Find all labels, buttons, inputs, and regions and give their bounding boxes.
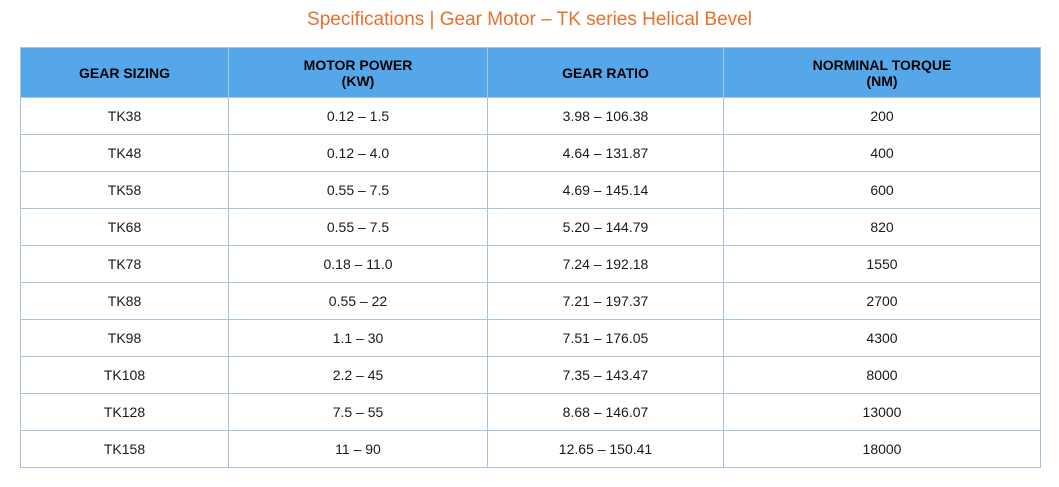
cell-gear-ratio: 7.51 – 176.05 (487, 319, 724, 357)
table-row: TK128 7.5 – 55 8.68 – 146.07 13000 (20, 393, 1041, 431)
cell-gear-ratio: 7.21 – 197.37 (487, 282, 724, 320)
cell-gear-sizing: TK48 (20, 134, 229, 172)
cell-gear-ratio: 4.64 – 131.87 (487, 134, 724, 172)
cell-gear-sizing: TK58 (20, 171, 229, 209)
table-row: TK58 0.55 – 7.5 4.69 – 145.14 600 (20, 171, 1041, 209)
cell-norminal-torque: 13000 (723, 393, 1041, 431)
table-row: TK38 0.12 – 1.5 3.98 – 106.38 200 (20, 97, 1041, 135)
cell-motor-power: 0.55 – 22 (228, 282, 488, 320)
cell-gear-sizing: TK88 (20, 282, 229, 320)
cell-motor-power: 7.5 – 55 (228, 393, 488, 431)
header-gear-sizing: GEAR SIZING (20, 47, 229, 98)
cell-norminal-torque: 18000 (723, 430, 1041, 468)
header-unit: (KW) (341, 72, 375, 89)
cell-gear-sizing: TK108 (20, 356, 229, 394)
header-motor-power: MOTOR POWER (KW) (228, 47, 488, 98)
cell-motor-power: 0.55 – 7.5 (228, 171, 488, 209)
cell-gear-sizing: TK78 (20, 245, 229, 283)
table-row: TK108 2.2 – 45 7.35 – 143.47 8000 (20, 356, 1041, 394)
cell-gear-ratio: 3.98 – 106.38 (487, 97, 724, 135)
cell-norminal-torque: 2700 (723, 282, 1041, 320)
cell-gear-sizing: TK68 (20, 208, 229, 246)
cell-norminal-torque: 8000 (723, 356, 1041, 394)
table-row: TK158 11 – 90 12.65 – 150.41 18000 (20, 430, 1041, 468)
cell-motor-power: 0.18 – 11.0 (228, 245, 488, 283)
cell-motor-power: 1.1 – 30 (228, 319, 488, 357)
table-row: TK48 0.12 – 4.0 4.64 – 131.87 400 (20, 134, 1041, 172)
cell-gear-sizing: TK98 (20, 319, 229, 357)
cell-gear-sizing: TK158 (20, 430, 229, 468)
table-body: TK38 0.12 – 1.5 3.98 – 106.38 200 TK48 0… (20, 97, 1041, 468)
cell-norminal-torque: 820 (723, 208, 1041, 246)
header-gear-ratio: GEAR RATIO (487, 47, 724, 98)
cell-motor-power: 0.55 – 7.5 (228, 208, 488, 246)
header-label: GEAR RATIO (562, 64, 649, 81)
table-row: TK98 1.1 – 30 7.51 – 176.05 4300 (20, 319, 1041, 357)
header-label: GEAR SIZING (78, 64, 170, 81)
cell-norminal-torque: 600 (723, 171, 1041, 209)
cell-norminal-torque: 400 (723, 134, 1041, 172)
cell-motor-power: 0.12 – 4.0 (228, 134, 488, 172)
cell-norminal-torque: 4300 (723, 319, 1041, 357)
cell-motor-power: 0.12 – 1.5 (228, 97, 488, 135)
cell-gear-sizing: TK38 (20, 97, 229, 135)
cell-motor-power: 11 – 90 (228, 430, 488, 468)
cell-gear-ratio: 12.65 – 150.41 (487, 430, 724, 468)
header-label: MOTOR POWER (303, 56, 413, 73)
specifications-table: GEAR SIZING MOTOR POWER (KW) GEAR RATIO … (20, 47, 1041, 468)
table-row: TK68 0.55 – 7.5 5.20 – 144.79 820 (20, 208, 1041, 246)
cell-gear-sizing: TK128 (20, 393, 229, 431)
table-header-row: GEAR SIZING MOTOR POWER (KW) GEAR RATIO … (20, 47, 1041, 98)
cell-gear-ratio: 7.24 – 192.18 (487, 245, 724, 283)
cell-gear-ratio: 8.68 – 146.07 (487, 393, 724, 431)
cell-norminal-torque: 200 (723, 97, 1041, 135)
header-unit: (NM) (866, 72, 898, 89)
cell-gear-ratio: 7.35 – 143.47 (487, 356, 724, 394)
cell-gear-ratio: 5.20 – 144.79 (487, 208, 724, 246)
table-row: TK88 0.55 – 22 7.21 – 197.37 2700 (20, 282, 1041, 320)
table-row: TK78 0.18 – 11.0 7.24 – 192.18 1550 (20, 245, 1041, 283)
page-title: Specifications | Gear Motor – TK series … (307, 9, 752, 30)
header-label: NORMINAL TORQUE (812, 56, 952, 73)
cell-motor-power: 2.2 – 45 (228, 356, 488, 394)
cell-gear-ratio: 4.69 – 145.14 (487, 171, 724, 209)
cell-norminal-torque: 1550 (723, 245, 1041, 283)
header-norminal-torque: NORMINAL TORQUE (NM) (723, 47, 1041, 98)
